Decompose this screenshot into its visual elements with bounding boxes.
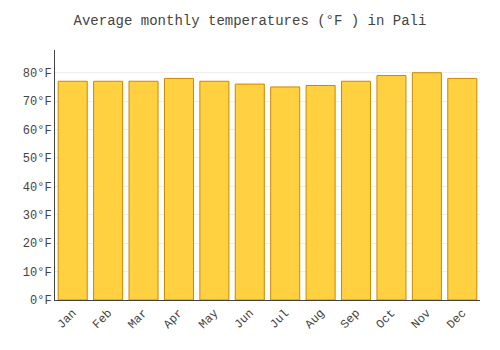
svg-text:Average monthly temperatures (: Average monthly temperatures (°F ) in Pa… — [74, 13, 427, 29]
svg-text:Nov: Nov — [409, 307, 434, 332]
svg-text:70°F: 70°F — [23, 95, 52, 109]
svg-text:40°F: 40°F — [23, 181, 52, 195]
svg-text:Jul: Jul — [267, 307, 292, 332]
svg-text:Dec: Dec — [444, 307, 469, 332]
svg-text:Jun: Jun — [232, 307, 257, 332]
svg-text:60°F: 60°F — [23, 124, 52, 138]
svg-text:Mar: Mar — [125, 307, 150, 332]
svg-text:Oct: Oct — [373, 307, 398, 332]
svg-text:30°F: 30°F — [23, 209, 52, 223]
svg-text:10°F: 10°F — [23, 266, 52, 280]
svg-text:Apr: Apr — [161, 307, 186, 332]
svg-text:0°F: 0°F — [30, 294, 52, 308]
svg-text:80°F: 80°F — [23, 67, 52, 81]
svg-text:Feb: Feb — [90, 307, 115, 332]
svg-text:Sep: Sep — [338, 307, 363, 332]
svg-text:20°F: 20°F — [23, 237, 52, 251]
svg-text:50°F: 50°F — [23, 152, 52, 166]
svg-text:Jan: Jan — [55, 307, 80, 332]
svg-text:Aug: Aug — [303, 307, 328, 332]
svg-text:May: May — [196, 307, 221, 332]
